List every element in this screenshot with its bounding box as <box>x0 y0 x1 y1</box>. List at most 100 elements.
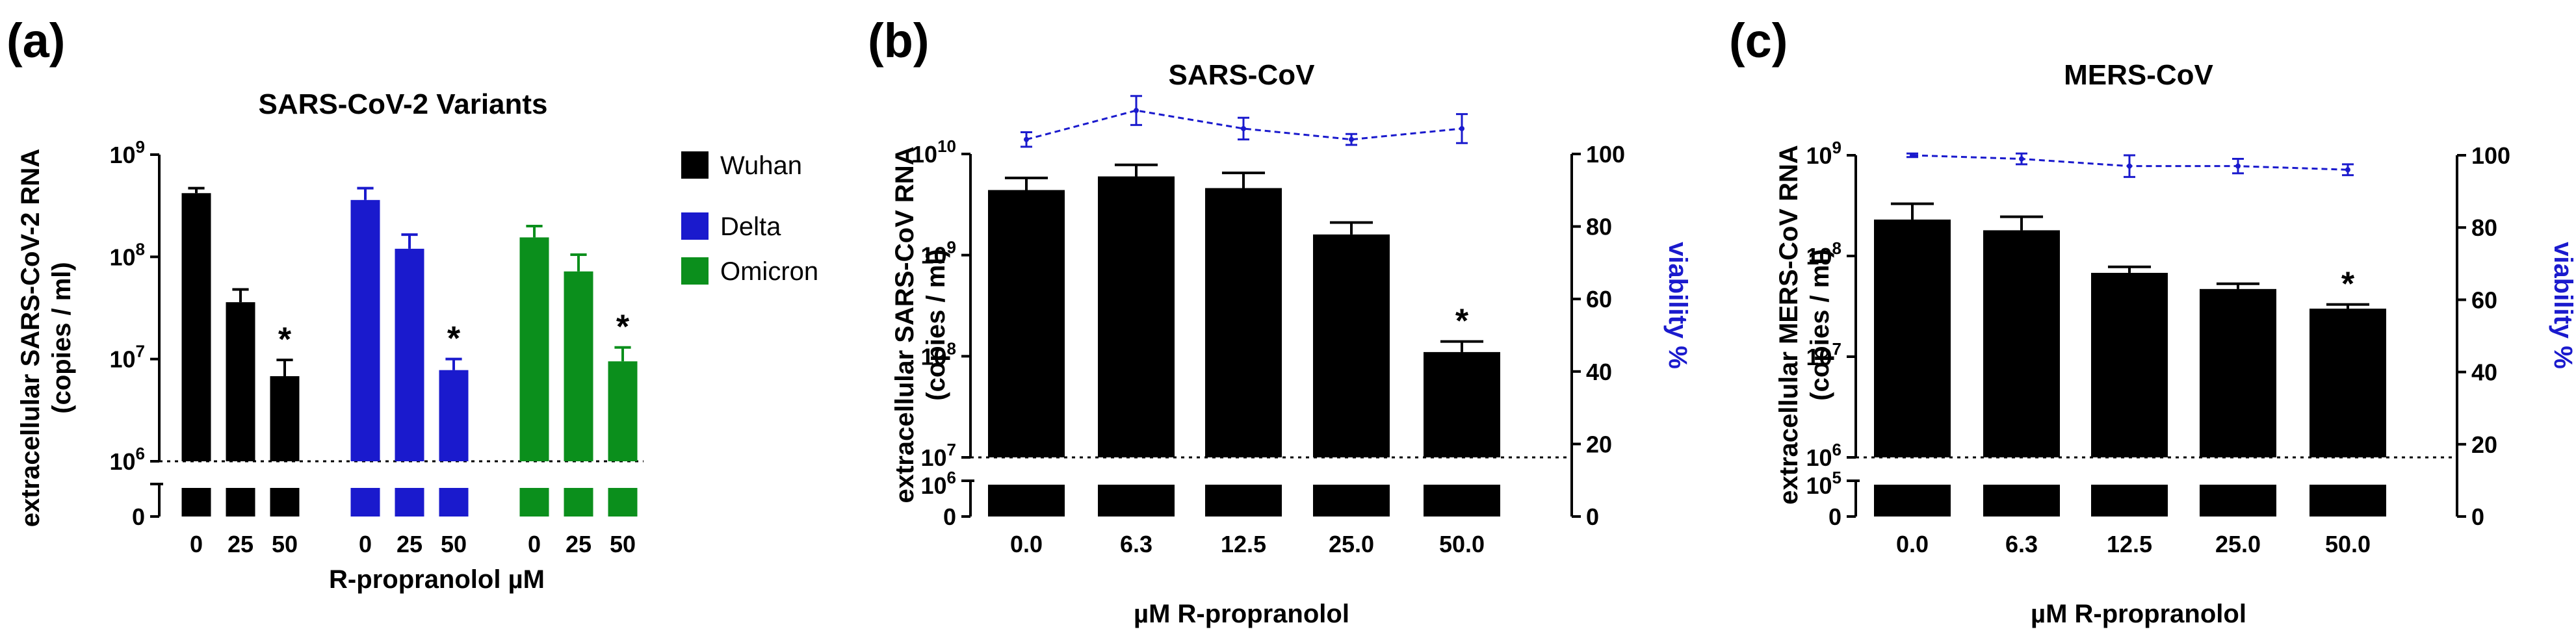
legend-swatch-wuhan <box>681 151 709 179</box>
panel-b-marks: 1010 109 108 107 0 106 100 80 60 40 20 0 0.0 6.3 12.5 2… <box>911 95 1625 557</box>
y-tick-label: 106 <box>109 444 145 475</box>
panel-b-title: SARS-CoV <box>1169 59 1316 91</box>
bar-lower-segment <box>226 488 255 517</box>
x-tick-label: 50 <box>610 531 636 557</box>
viability-point <box>1910 153 1915 158</box>
y-tick-label: 108 <box>109 239 145 270</box>
bar <box>1205 188 1282 457</box>
bar-lower-segment <box>608 488 638 517</box>
x-tick-label: 25 <box>566 531 592 557</box>
y2-tick-label: 20 <box>1586 431 1612 457</box>
panel-b-ylabel-line2: (copies / ml) <box>922 249 950 400</box>
y2-tick-label: 80 <box>2471 214 2497 241</box>
panel-b-letter: (b) <box>868 14 930 68</box>
legend-label-delta: Delta <box>720 212 781 241</box>
viability-point <box>1349 136 1354 142</box>
bar <box>519 237 549 461</box>
x-tick-label: 0.0 <box>1010 531 1043 557</box>
bar-lower-segment <box>395 488 424 517</box>
y-tick-label: 109 <box>920 238 956 269</box>
y2-tick-label: 0 <box>1586 504 1599 530</box>
x-tick-label: 6.3 <box>1120 531 1152 557</box>
y-tick-label: 107 <box>109 342 145 373</box>
legend-swatch-delta <box>681 212 709 240</box>
significance-star: * <box>278 321 292 359</box>
panel-c-ylabel-line1: extracellular MERS-CoV RNA <box>1775 145 1803 504</box>
bar <box>1424 351 1500 457</box>
bar <box>564 271 593 461</box>
panel-a-ylabel-line1: extracellular SARS-CoV-2 RNA <box>16 149 45 527</box>
y-break-tick-label: 105 <box>1806 468 1841 499</box>
x-tick-label: 12.5 <box>1221 531 1266 557</box>
x-tick-label: 25 <box>228 531 254 557</box>
x-tick-label: 6.3 <box>2005 531 2038 557</box>
legend-swatch-omicron <box>681 257 709 285</box>
x-tick-label: 50.0 <box>1439 531 1485 557</box>
y-tick-label: 108 <box>1806 238 1841 270</box>
panel-a-title: SARS-CoV-2 Variants <box>258 88 547 120</box>
y-tick-label: 107 <box>920 440 956 471</box>
x-tick-label: 0.0 <box>1896 531 1929 557</box>
legend-label-omicron: Omicron <box>720 257 818 286</box>
x-tick-label: 25 <box>397 531 423 557</box>
bar-lower-segment <box>181 488 211 517</box>
y2-tick-label: 20 <box>2471 431 2497 458</box>
y2-tick-label: 40 <box>2471 359 2497 386</box>
bar-lower-segment <box>439 488 469 517</box>
bar <box>2091 272 2168 457</box>
bar-lower-segment <box>1983 485 2060 517</box>
viability-point <box>2019 156 2024 162</box>
viability-point <box>1241 125 1246 131</box>
bar <box>395 248 424 461</box>
panel-a-marks: 109 108 107 106 0 0 25 * 50 0 25 * 50 0 25 * 50 <box>109 137 644 557</box>
panel-a-legend: Wuhan Delta Omicron <box>681 151 818 286</box>
y2-tick-label: 60 <box>2471 287 2497 313</box>
significance-star: * <box>1455 303 1469 340</box>
bar-lower-segment <box>270 488 300 517</box>
bar-lower-segment <box>1313 485 1390 517</box>
bar <box>608 361 638 461</box>
bar <box>2200 288 2276 457</box>
panel-c-ylabel-line2: (copies / ml) <box>1806 249 1834 400</box>
significance-star: * <box>2341 266 2355 303</box>
bar-lower-segment <box>1874 485 1951 517</box>
y-tick-label: 1010 <box>911 136 956 168</box>
x-tick-label: 50.0 <box>2325 531 2371 557</box>
bar <box>226 302 255 461</box>
y-zero-label: 0 <box>132 504 145 530</box>
bar <box>988 190 1065 457</box>
viability-point <box>1459 125 1464 131</box>
bar <box>1874 219 1951 457</box>
x-tick-label: 0 <box>359 531 372 557</box>
bar <box>439 370 469 461</box>
y2-tick-label: 60 <box>1586 286 1612 313</box>
bar <box>1098 176 1175 457</box>
viability-point <box>2235 163 2241 169</box>
bar-lower-segment <box>519 488 549 517</box>
bar-lower-segment <box>2309 485 2386 517</box>
panel-c: (c) MERS-CoV µM R-propranolol extracellu… <box>1729 14 2576 628</box>
panel-a-xlabel: R-propranolol µM <box>329 565 545 594</box>
panel-c-title: MERS-CoV <box>2064 59 2213 91</box>
significance-star: * <box>616 309 630 346</box>
y2-tick-label: 0 <box>2471 504 2484 530</box>
significance-star: * <box>447 320 461 358</box>
x-tick-label: 25.0 <box>2215 531 2261 557</box>
bar-lower-segment <box>1424 485 1500 517</box>
bar-lower-segment <box>988 485 1065 517</box>
legend-label-wuhan: Wuhan <box>720 151 802 180</box>
bar-lower-segment <box>564 488 593 517</box>
y-tick-label: 108 <box>920 338 956 370</box>
y2-tick-label: 100 <box>1586 141 1625 168</box>
y-tick-label: 109 <box>1806 138 1841 169</box>
x-tick-label: 50 <box>441 531 467 557</box>
panel-c-y2label: viability % <box>2549 242 2576 369</box>
x-tick-label: 12.5 <box>2107 531 2152 557</box>
panel-c-marks: 109 108 107 106 0 105 100 80 60 40 20 0 0.0 6.3 12.5 25… <box>1806 138 2510 557</box>
bar <box>2309 309 2386 457</box>
bar <box>350 199 380 461</box>
bar-lower-segment <box>2200 485 2276 517</box>
panel-a-letter: (a) <box>7 14 65 68</box>
panel-a-ylabel-line2: (copies / ml) <box>47 262 76 413</box>
